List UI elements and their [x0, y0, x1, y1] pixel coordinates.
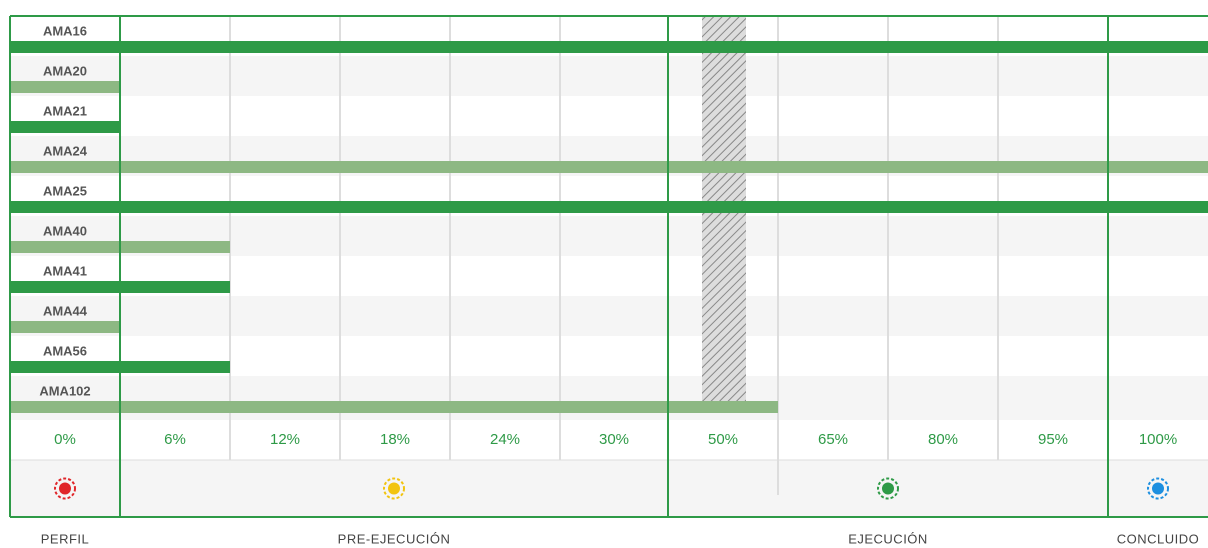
- stage-label: PERFIL: [41, 531, 90, 546]
- progress-bar: [10, 161, 1208, 173]
- row-label: AMA24: [43, 143, 88, 158]
- foreground: 0% 6% 12% 18% 24% 30% 50% 65% 80% 95% 100% AMA16 AMA…: [9, 15, 1208, 546]
- stage-icon-gear: [877, 477, 899, 500]
- tick-label: 100%: [1139, 431, 1177, 448]
- row-label: AMA21: [43, 103, 87, 118]
- row-label: AMA44: [43, 303, 88, 318]
- row-label: AMA102: [39, 383, 90, 398]
- progress-bar: [10, 81, 120, 93]
- row-label: AMA41: [43, 263, 87, 278]
- progress-bar: [10, 121, 120, 133]
- progress-bar: [10, 321, 120, 333]
- stage-label: CONCLUIDO: [1117, 531, 1200, 546]
- tick-label: 80%: [928, 431, 958, 448]
- grid: [229, 16, 999, 495]
- stage-icon: [59, 482, 71, 495]
- row-label: AMA25: [43, 183, 87, 198]
- row-stripe: [10, 56, 1208, 96]
- icon-band: [10, 460, 1208, 517]
- tick-label: 6%: [164, 431, 186, 448]
- tick-label: 12%: [270, 431, 300, 448]
- tick-label: 0%: [54, 431, 76, 448]
- row-label: AMA56: [43, 343, 87, 358]
- progress-bar: [10, 41, 1208, 53]
- tick-label: 24%: [490, 431, 520, 448]
- stage-label: EJECUCIÓN: [848, 531, 928, 546]
- progress-bar: [10, 201, 1208, 213]
- row-label: AMA20: [43, 63, 87, 78]
- tick-label: 95%: [1038, 431, 1068, 448]
- tick-label: 65%: [818, 431, 848, 448]
- stage-icon: [388, 482, 400, 495]
- bars: [10, 41, 1208, 413]
- stage-icon-gear: [54, 477, 76, 500]
- stage-icon-gear: [383, 477, 405, 500]
- row-label: AMA40: [43, 223, 87, 238]
- stage-icon-gear: [1147, 477, 1169, 500]
- progress-bar: [10, 401, 778, 413]
- row-stripe: [10, 376, 1208, 420]
- stage-icon: [882, 482, 894, 495]
- tick-label: 18%: [380, 431, 410, 448]
- tick-label: 50%: [708, 431, 738, 448]
- row-label: AMA16: [43, 23, 87, 38]
- tick-label: 30%: [599, 431, 629, 448]
- stage-icon: [1152, 482, 1164, 495]
- row-stripe: [10, 296, 1208, 336]
- stage-label: PRE-EJECUCIÓN: [338, 531, 451, 546]
